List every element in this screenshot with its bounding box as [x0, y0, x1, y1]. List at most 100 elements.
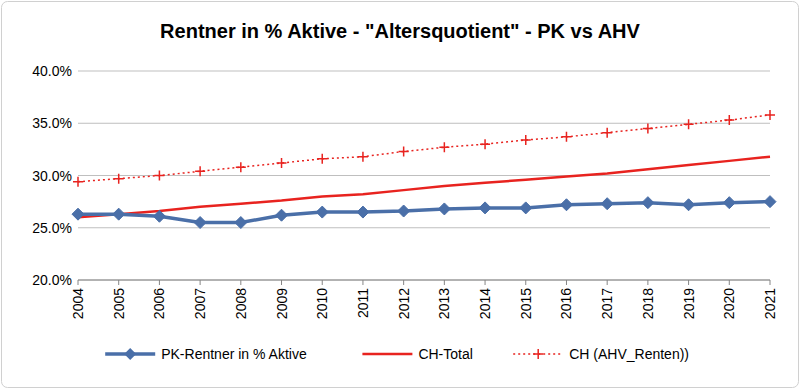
x-tick-label: 2006 [151, 288, 167, 319]
data-point [769, 156, 770, 157]
legend-label: CH-Total [418, 346, 472, 362]
data-point [764, 196, 776, 208]
data-point [566, 176, 567, 177]
x-tick-label: 2005 [111, 288, 127, 319]
chart-border [2, 2, 799, 388]
x-tick [647, 280, 648, 285]
data-point [729, 160, 730, 161]
y-tick-label: 40.0% [32, 63, 72, 79]
grid-line [78, 227, 770, 228]
x-tick [322, 280, 323, 285]
data-point [607, 173, 608, 174]
data-point [362, 194, 363, 195]
data-point [113, 208, 125, 220]
data-point [520, 202, 532, 214]
data-point [480, 139, 490, 149]
data-point [643, 123, 653, 133]
data-point [357, 206, 369, 218]
data-point [154, 171, 164, 181]
legend-marker [124, 348, 136, 360]
x-tick [281, 280, 282, 285]
data-point [358, 152, 368, 162]
data-point [479, 202, 491, 214]
data-point [485, 182, 486, 183]
x-axis [78, 280, 770, 281]
data-point [439, 142, 449, 152]
data-point [72, 208, 84, 220]
data-point [683, 199, 695, 211]
x-tick-label: 2014 [477, 288, 493, 319]
data-point [114, 174, 124, 184]
y-tick-label: 30.0% [32, 168, 72, 184]
legend-label: CH (AHV_Renten)) [569, 346, 689, 362]
data-point [235, 217, 247, 229]
data-point [765, 110, 775, 120]
x-tick [485, 280, 486, 285]
data-point [647, 169, 648, 170]
data-point [688, 165, 689, 166]
data-point [277, 158, 287, 168]
grid-line [78, 175, 770, 176]
x-tick-label: 2008 [233, 288, 249, 319]
series-line [78, 115, 770, 182]
x-tick-label: 2020 [721, 288, 737, 319]
x-tick-label: 2018 [640, 288, 656, 319]
x-tick-label: 2015 [518, 288, 534, 319]
y-tick-label: 35.0% [32, 115, 72, 131]
x-tick [444, 280, 445, 285]
x-tick [729, 280, 730, 285]
x-tick [362, 280, 363, 285]
x-tick [688, 280, 689, 285]
plot-area [72, 110, 776, 229]
data-point [322, 196, 323, 197]
data-point [601, 198, 613, 210]
data-point [399, 146, 409, 156]
data-point [317, 154, 327, 164]
data-point [153, 210, 165, 222]
x-tick-label: 2019 [681, 288, 697, 319]
x-tick-label: 2007 [192, 288, 208, 319]
data-point [560, 199, 572, 211]
chart: Rentner in % Aktive - "Altersquotient" -… [0, 0, 800, 389]
data-point [724, 115, 734, 125]
data-point [723, 197, 735, 209]
x-tick-label: 2017 [599, 288, 615, 319]
series-line [78, 157, 770, 218]
data-point [602, 128, 612, 138]
x-tick-label: 2011 [355, 288, 371, 318]
y-tick-label: 25.0% [32, 220, 72, 236]
data-point [281, 200, 282, 201]
title: Rentner in % Aktive - "Altersquotient" -… [160, 20, 640, 42]
data-point [444, 185, 445, 186]
data-point [525, 179, 526, 180]
data-point [73, 177, 83, 187]
x-tick-label: 2010 [314, 288, 330, 319]
data-point [194, 217, 206, 229]
y-tick-label: 20.0% [32, 272, 72, 288]
data-point [200, 206, 201, 207]
data-point [561, 132, 571, 142]
data-point [316, 206, 328, 218]
data-point [195, 166, 205, 176]
legend-marker [533, 349, 543, 359]
grid-line [78, 71, 770, 72]
x-tick-label: 2004 [70, 288, 86, 319]
x-tick-label: 2012 [396, 288, 412, 319]
data-point [642, 197, 654, 209]
x-tick [566, 280, 567, 285]
x-tick [118, 280, 119, 285]
x-tick-label: 2009 [274, 288, 290, 319]
x-tick [200, 280, 201, 285]
x-tick [403, 280, 404, 285]
x-tick [240, 280, 241, 285]
data-point [236, 162, 246, 172]
x-tick-label: 2013 [436, 288, 452, 319]
data-point [240, 203, 241, 204]
x-tick-label: 2021 [762, 288, 778, 319]
series-line [78, 202, 770, 223]
legend-swatch [362, 353, 412, 356]
x-tick [525, 280, 526, 285]
legend: PK-Rentner in % AktiveCH-TotalCH (AHV_Re… [105, 346, 689, 362]
x-tick [78, 280, 79, 285]
data-point [684, 119, 694, 129]
